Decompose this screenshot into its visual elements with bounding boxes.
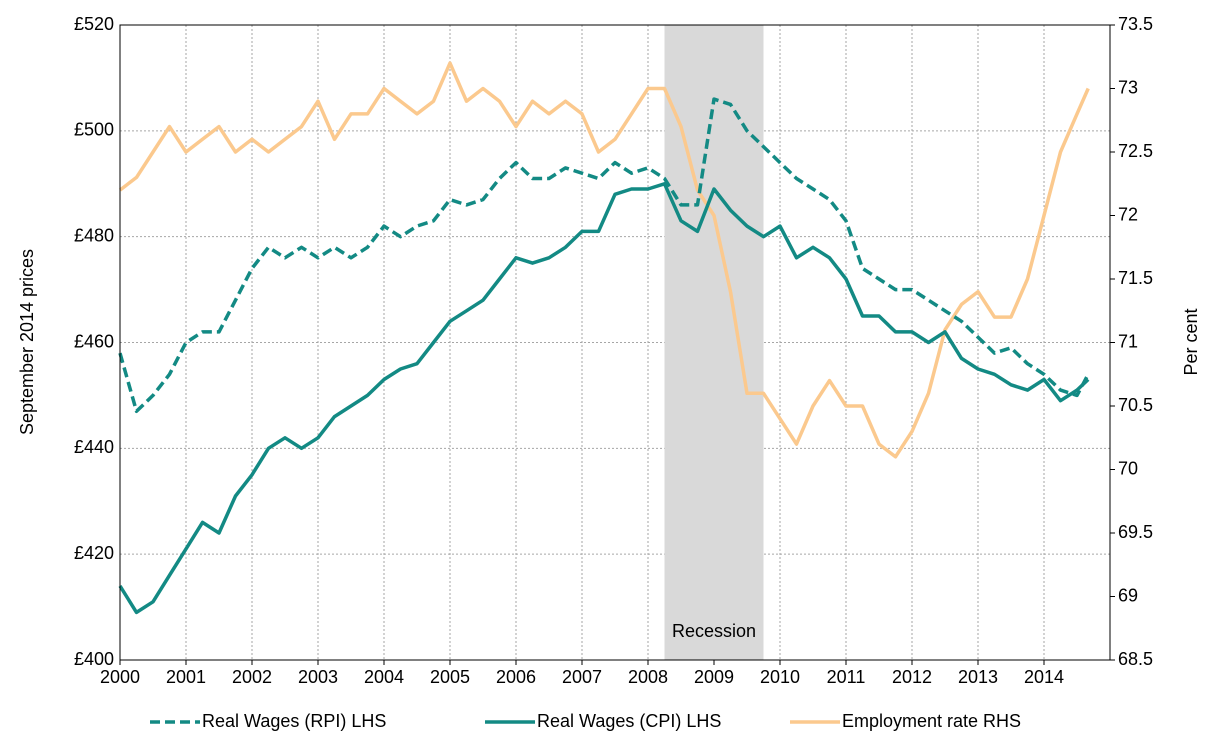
- legend-label: Real Wages (CPI) LHS: [537, 711, 721, 731]
- x-tick-label: 2008: [628, 667, 668, 687]
- y2-tick-label: 70: [1118, 458, 1138, 478]
- x-tick-label: 2010: [760, 667, 800, 687]
- y2-axis-label: Per cent: [1181, 308, 1201, 375]
- series-line: [118, 182, 1090, 615]
- x-tick-label: 2007: [562, 667, 602, 687]
- y2-tick-label: 73: [1118, 77, 1138, 97]
- y2-tick-label: 73.5: [1118, 14, 1153, 34]
- x-tick-label: 2012: [892, 667, 932, 687]
- y2-tick-label: 69.5: [1118, 522, 1153, 542]
- y2-tick-label: 71.5: [1118, 268, 1153, 288]
- y-tick-label: £520: [74, 14, 114, 34]
- x-tick-label: 2002: [232, 667, 272, 687]
- legend-label: Real Wages (RPI) LHS: [202, 711, 386, 731]
- y-tick-label: £480: [74, 225, 114, 245]
- x-tick-label: 2006: [496, 667, 536, 687]
- x-tick-label: 2001: [166, 667, 206, 687]
- x-tick-label: 2003: [298, 667, 338, 687]
- y-tick-label: £500: [74, 120, 114, 140]
- annotation: Recession: [672, 621, 756, 641]
- y2-tick-label: 71: [1118, 331, 1138, 351]
- y2-tick-label: 68.5: [1118, 649, 1153, 669]
- y-tick-label: £420: [74, 543, 114, 563]
- y2-tick-label: 72.5: [1118, 141, 1153, 161]
- y2-tick-label: 72: [1118, 204, 1138, 224]
- y2-tick-label: 69: [1118, 585, 1138, 605]
- y-tick-label: £460: [74, 331, 114, 351]
- y-tick-label: £440: [74, 437, 114, 457]
- x-tick-label: 2004: [364, 667, 404, 687]
- x-tick-label: 2014: [1024, 667, 1064, 687]
- series-line: [118, 97, 1090, 414]
- x-tick-label: 2013: [958, 667, 998, 687]
- x-tick-label: 2005: [430, 667, 470, 687]
- y-axis-label: September 2014 prices: [17, 249, 37, 435]
- x-tick-label: 2000: [100, 667, 140, 687]
- y-tick-label: £400: [74, 649, 114, 669]
- plot-frame: [119, 24, 1111, 661]
- x-tick-label: 2011: [827, 667, 866, 687]
- series-line: [118, 61, 1090, 459]
- legend-label: Employment rate RHS: [842, 711, 1021, 731]
- y2-tick-label: 70.5: [1118, 395, 1153, 415]
- x-tick-label: 2009: [694, 667, 734, 687]
